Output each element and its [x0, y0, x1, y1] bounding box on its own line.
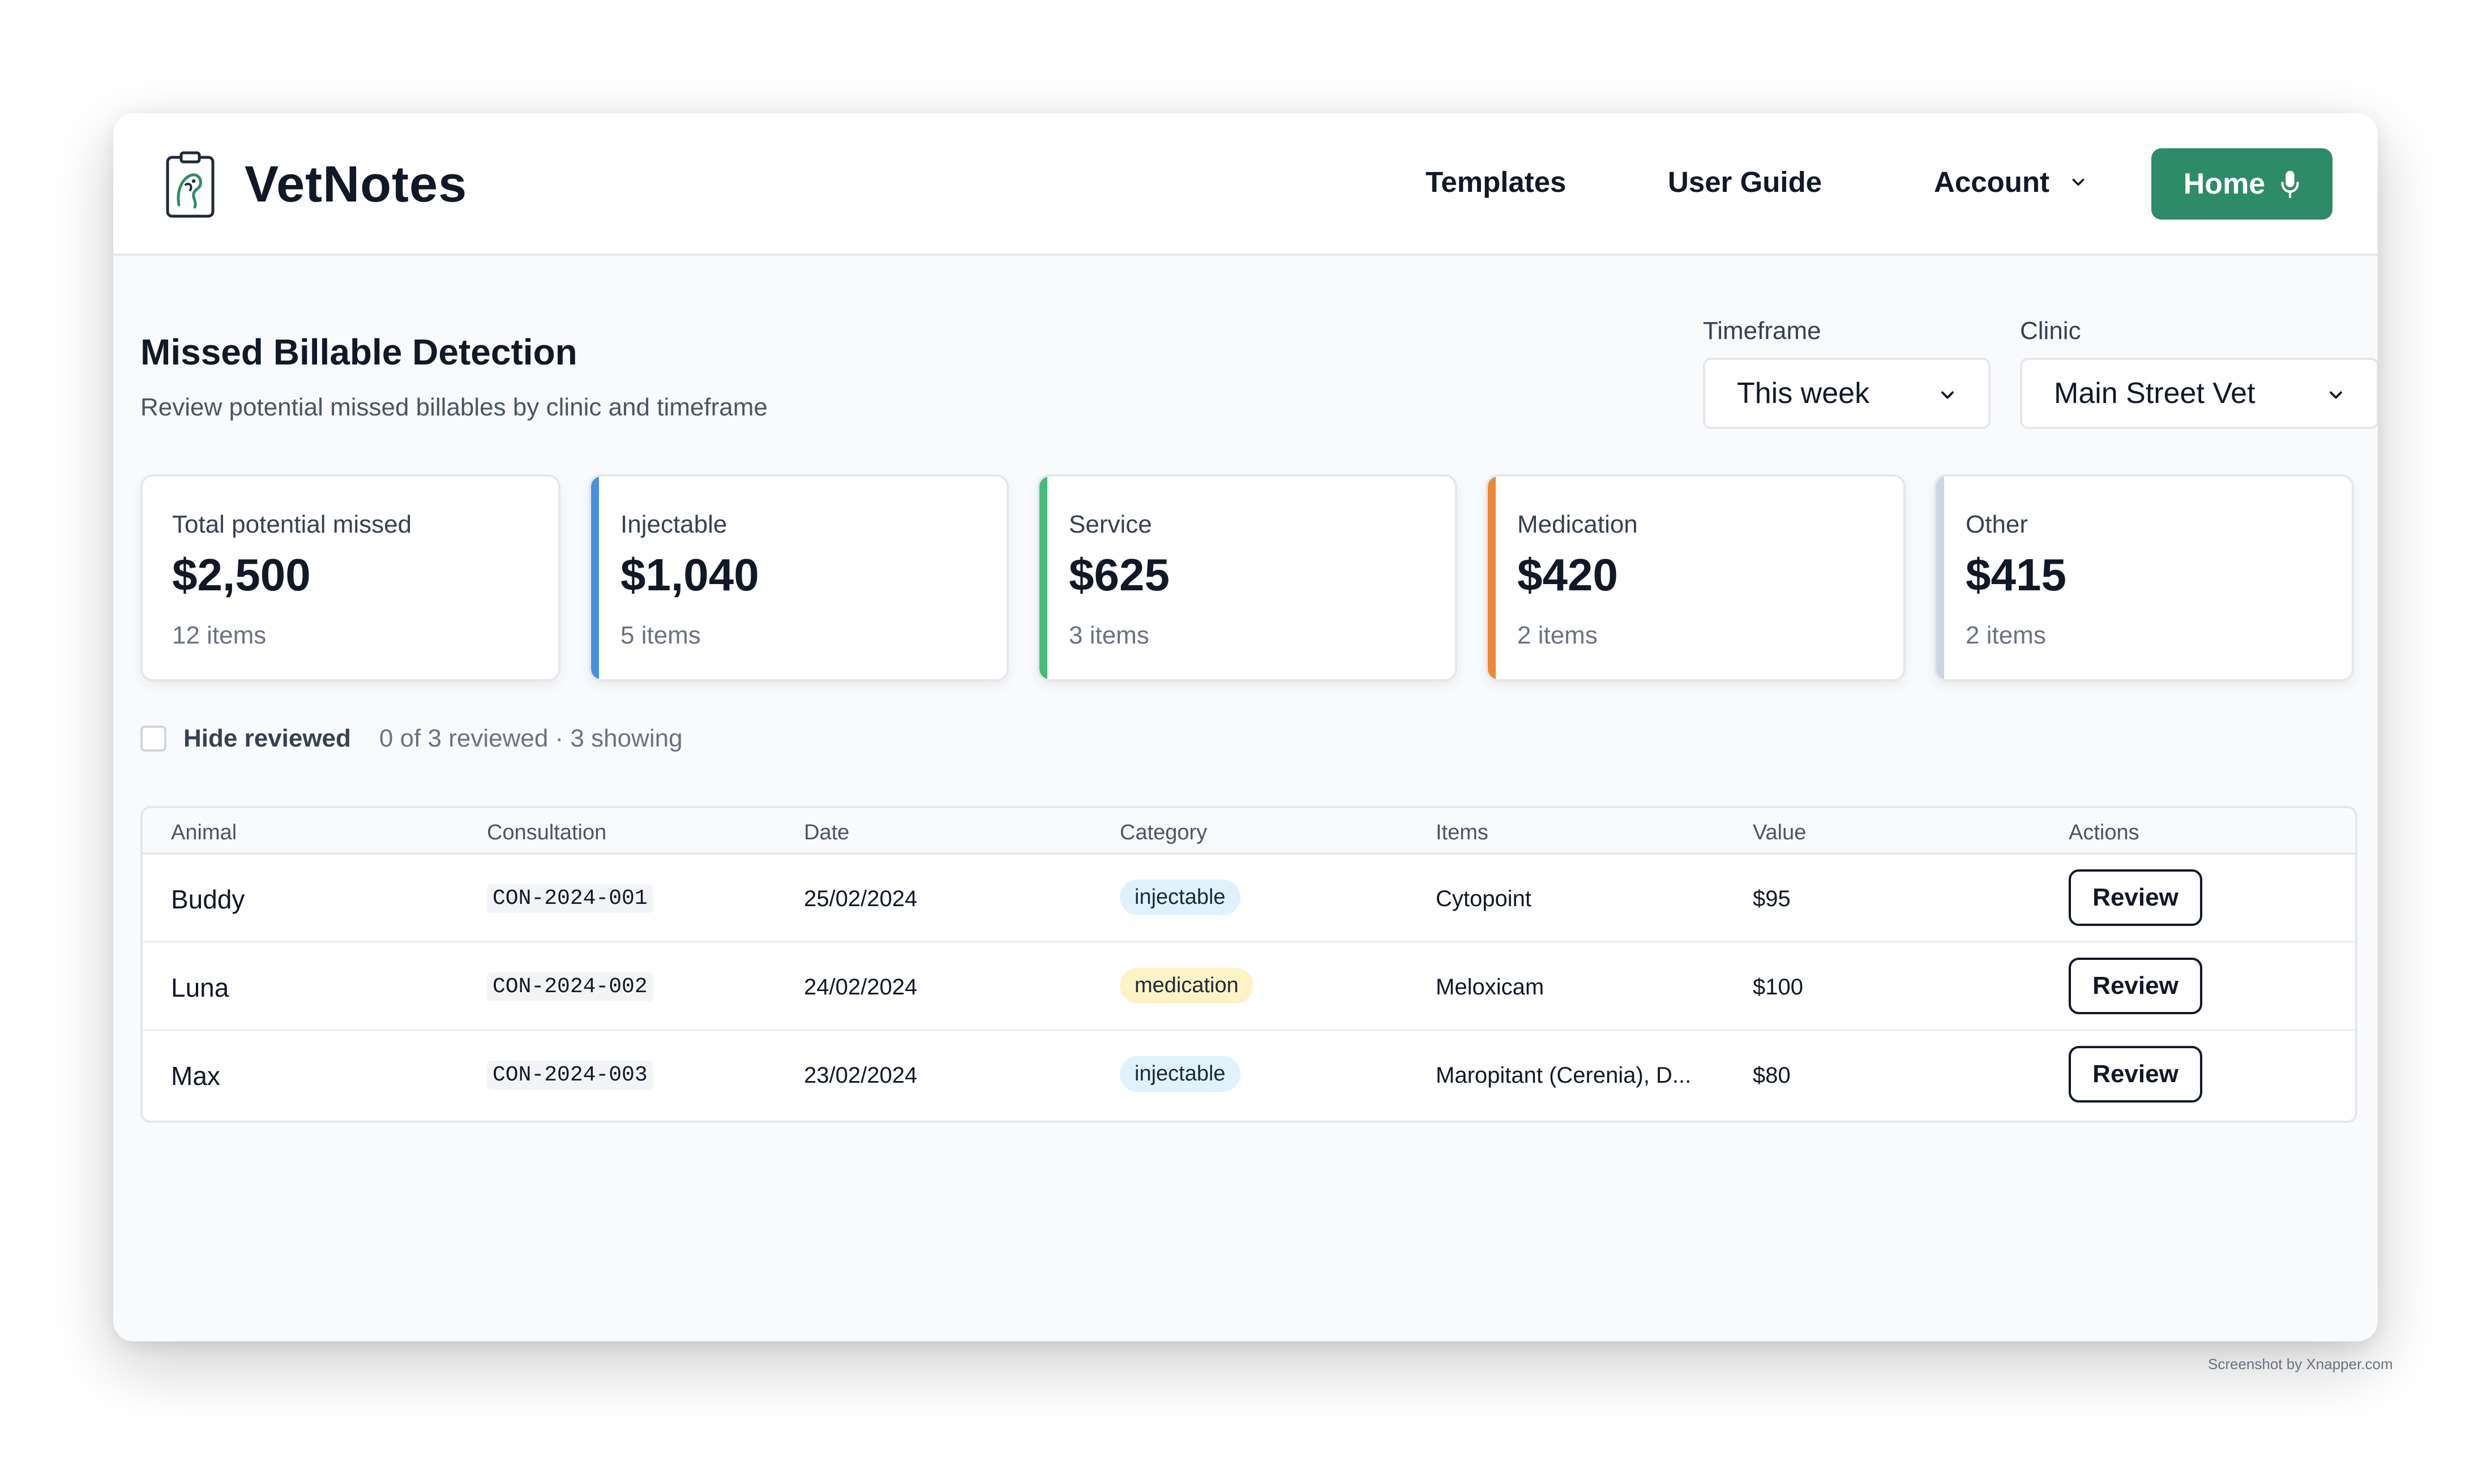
review-filter-row: Hide reviewed 0 of 3 reviewed · 3 showin…	[140, 724, 683, 753]
summary-card-medication: Medication $420 2 items	[1486, 474, 1906, 681]
hide-reviewed-label[interactable]: Hide reviewed	[183, 724, 351, 752]
value-text: $80	[1753, 1063, 1791, 1088]
vet-clipboard-logo-icon	[166, 151, 215, 218]
timeframe-select[interactable]: This week	[1703, 358, 1991, 429]
top-navigation-bar: VetNotes Templates User Guide Account Ho…	[113, 113, 2378, 256]
chevron-down-icon	[1941, 391, 1954, 399]
column-header-date: Date	[804, 821, 850, 844]
chevron-down-icon	[2072, 178, 2085, 186]
timeframe-label: Timeframe	[1703, 317, 1821, 345]
card-items: 2 items	[1517, 621, 1598, 649]
card-items: 12 items	[172, 621, 267, 649]
missed-billables-table: Animal Consultation Date Category Items …	[140, 806, 2357, 1123]
card-items: 5 items	[620, 621, 701, 649]
card-value: $625	[1069, 550, 1170, 600]
table-row: Max CON-2024-003 23/02/2024 injectable M…	[143, 1031, 2355, 1120]
screenshot-watermark: Screenshot by Xnapper.com	[2208, 1356, 2393, 1373]
items-text: Maropitant (Cerenia), D...	[1436, 1063, 1692, 1088]
column-header-actions: Actions	[2069, 821, 2139, 844]
home-button-label: Home	[2183, 168, 2266, 200]
review-button[interactable]: Review	[2069, 869, 2202, 926]
card-label: Service	[1069, 511, 1152, 538]
chevron-down-icon	[2330, 391, 2342, 399]
animal-name: Luna	[171, 973, 229, 1002]
timeframe-selected-value: This week	[1737, 377, 1870, 410]
nav-templates-link[interactable]: Templates	[1426, 166, 1566, 198]
column-header-animal: Animal	[171, 821, 237, 844]
nav-account-menu[interactable]: Account	[1934, 165, 2088, 199]
column-header-value: Value	[1753, 821, 1807, 844]
card-accent-bar	[1039, 477, 1047, 679]
clinic-select[interactable]: Main Street Vet	[2020, 358, 2378, 429]
consultation-id: CON-2024-003	[487, 1061, 653, 1090]
review-summary-text: 0 of 3 reviewed · 3 showing	[379, 724, 683, 752]
summary-card-injectable: Injectable $1,040 5 items	[589, 474, 1009, 681]
table-row: Luna CON-2024-002 24/02/2024 medication …	[143, 943, 2355, 1031]
app-window: VetNotes Templates User Guide Account Ho…	[113, 113, 2378, 1341]
consultation-date: 25/02/2024	[804, 886, 918, 911]
card-label: Total potential missed	[172, 511, 412, 538]
card-value: $2,500	[172, 550, 311, 600]
card-label: Other	[1966, 511, 2028, 538]
value-text: $95	[1753, 886, 1791, 911]
microphone-icon	[2281, 170, 2299, 198]
nav-user-guide-link[interactable]: User Guide	[1668, 166, 1822, 198]
card-label: Injectable	[620, 511, 727, 538]
category-badge: injectable	[1120, 880, 1240, 915]
review-button[interactable]: Review	[2069, 1046, 2202, 1103]
value-text: $100	[1753, 975, 1803, 1000]
card-items: 2 items	[1966, 621, 2046, 649]
column-header-category: Category	[1120, 821, 1208, 844]
items-text: Meloxicam	[1436, 975, 1544, 1000]
hide-reviewed-checkbox[interactable]	[140, 726, 166, 752]
animal-name: Max	[171, 1061, 220, 1091]
review-button[interactable]: Review	[2069, 958, 2202, 1014]
home-button[interactable]: Home	[2151, 148, 2332, 220]
card-value: $420	[1517, 550, 1618, 600]
card-value: $1,040	[620, 550, 759, 600]
clinic-label: Clinic	[2020, 317, 2081, 345]
card-value: $415	[1966, 550, 2066, 600]
card-accent-bar	[1936, 477, 1944, 679]
items-text: Cytopoint	[1436, 886, 1531, 911]
page-subtitle: Review potential missed billables by cli…	[140, 393, 768, 421]
summary-card-other: Other $415 2 items	[1934, 474, 2354, 681]
brand-name: VetNotes	[245, 156, 468, 213]
clinic-selected-value: Main Street Vet	[2054, 377, 2255, 410]
summary-card-total: Total potential missed $2,500 12 items	[140, 474, 560, 681]
summary-card-service: Service $625 3 items	[1037, 474, 1457, 681]
card-items: 3 items	[1069, 621, 1149, 649]
consultation-id: CON-2024-001	[487, 884, 653, 913]
card-accent-bar	[591, 477, 599, 679]
category-badge: medication	[1120, 968, 1253, 1003]
table-row: Buddy CON-2024-001 25/02/2024 injectable…	[143, 855, 2355, 943]
category-badge: injectable	[1120, 1056, 1240, 1092]
card-accent-bar	[1488, 477, 1496, 679]
column-header-items: Items	[1436, 821, 1488, 844]
table-header: Animal Consultation Date Category Items …	[143, 808, 2355, 855]
consultation-date: 24/02/2024	[804, 975, 918, 1000]
column-header-consultation: Consultation	[487, 821, 607, 844]
consultation-id: CON-2024-002	[487, 972, 653, 1001]
nav-account-label: Account	[1934, 166, 2049, 198]
animal-name: Buddy	[171, 885, 245, 914]
card-label: Medication	[1517, 511, 1638, 538]
page-title: Missed Billable Detection	[140, 332, 577, 372]
consultation-date: 23/02/2024	[804, 1063, 918, 1088]
brand[interactable]: VetNotes	[163, 151, 467, 218]
